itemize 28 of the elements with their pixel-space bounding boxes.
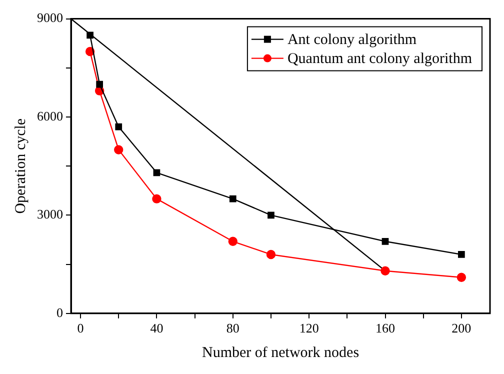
y-tick-label: 6000 [37,108,63,124]
x-tick-label: 120 [299,320,319,336]
y-tick-label: 3000 [37,206,63,222]
legend-label: Quantum ant colony algorithm [287,51,472,68]
point [380,266,390,276]
x-tick-label: 40 [150,320,164,336]
point [268,212,274,219]
point [86,32,94,39]
point [229,195,236,202]
y-tick-label: 9000 [37,10,63,26]
y-tick-label: 0 [56,304,63,320]
point [228,236,238,246]
x-tick-label: 200 [452,320,472,336]
y-axis-title: Operation cycle [12,118,29,214]
x-tick-label: 80 [226,320,240,336]
point [458,251,465,258]
x-tick-label: 0 [77,320,84,336]
point [382,238,389,245]
point [96,80,103,88]
point [153,169,160,176]
legend-label: Ant colony algorithm [287,32,417,48]
x-tick-label: 160 [376,320,395,336]
point [266,250,276,260]
point [152,194,162,204]
point [456,272,466,282]
x-axis-title: Number of network nodes [202,344,360,361]
point [114,145,124,154]
point [115,123,122,130]
